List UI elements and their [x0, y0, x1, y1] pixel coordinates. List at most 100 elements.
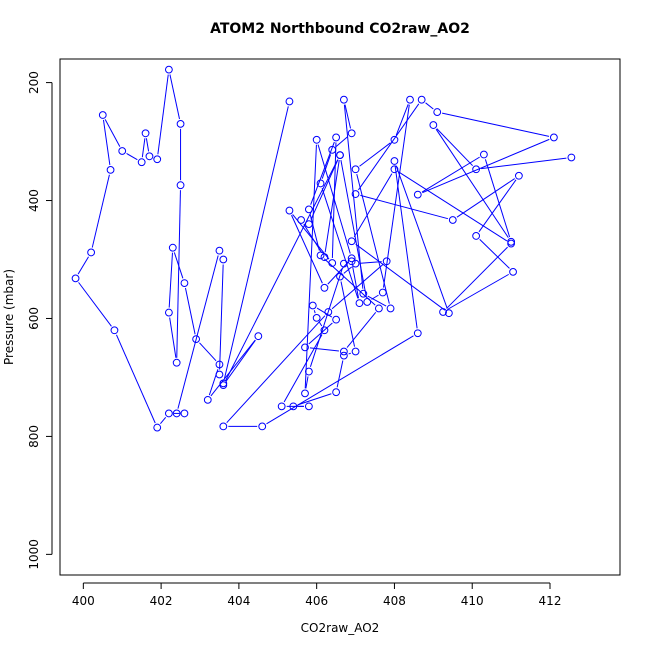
- series-line-segment: [219, 264, 224, 370]
- data-point: [141, 129, 150, 138]
- series-line-segment: [115, 334, 156, 424]
- y-tick-label: 200: [27, 71, 41, 94]
- data-point: [258, 422, 267, 431]
- data-point: [567, 153, 576, 162]
- series-line-segment: [447, 273, 509, 310]
- data-point: [203, 395, 212, 404]
- data-point: [347, 257, 356, 266]
- series-line-segment: [327, 261, 349, 285]
- data-point: [180, 409, 189, 418]
- y-axis: 200 400 600 800 1000: [27, 71, 53, 570]
- data-point: [98, 111, 107, 119]
- series-line-segment: [157, 74, 169, 155]
- data-point: [413, 190, 422, 199]
- data-point: [297, 216, 306, 224]
- data-point: [339, 95, 348, 104]
- series-line-segment: [176, 190, 181, 358]
- data-point: [316, 251, 325, 260]
- data-point: [106, 165, 115, 174]
- series-line-segment: [145, 138, 150, 152]
- series-line-segment: [304, 144, 317, 389]
- data-point: [164, 308, 173, 317]
- data-point: [374, 304, 383, 313]
- series-line-segment: [78, 282, 112, 327]
- series-line-segment: [266, 335, 414, 425]
- series-line-segment: [318, 321, 323, 327]
- data-point: [312, 135, 321, 144]
- series-line-segment: [104, 119, 121, 147]
- data-point: [382, 257, 391, 266]
- data-point: [320, 283, 329, 292]
- y-tick-label: 400: [27, 189, 41, 212]
- data-point: [433, 108, 442, 116]
- data-point: [549, 133, 558, 142]
- data-point: [304, 367, 313, 376]
- series-line-segment: [309, 268, 343, 367]
- data-point: [168, 243, 177, 252]
- series-line-segment: [394, 165, 418, 329]
- data-point: [439, 308, 447, 316]
- data-point: [390, 165, 399, 174]
- series-line-segment: [291, 214, 323, 284]
- x-tick-label: 408: [383, 594, 406, 608]
- data-point: [390, 135, 399, 144]
- x-tick-label: 410: [461, 594, 484, 608]
- data-point: [153, 155, 162, 164]
- series-line-segment: [335, 136, 349, 147]
- data-point: [355, 299, 364, 308]
- data-point: [336, 151, 344, 160]
- series-line-segment: [484, 159, 511, 238]
- data-point: [332, 133, 341, 142]
- data-point: [176, 119, 185, 128]
- series-line-segment: [446, 246, 508, 309]
- series-line-segment: [169, 317, 177, 358]
- data-point: [215, 370, 224, 379]
- series-line-segment: [223, 106, 289, 379]
- data-point: [417, 95, 426, 104]
- data-point: [254, 332, 263, 341]
- data-point: [444, 309, 453, 318]
- data-point: [328, 259, 337, 267]
- data-point: [180, 279, 189, 287]
- series-line-segment: [340, 281, 356, 347]
- data-point: [339, 347, 348, 356]
- series-line-segment: [422, 138, 550, 194]
- series-line-segment: [184, 287, 196, 335]
- series-line-segment: [421, 156, 480, 193]
- series-line-segment: [225, 159, 339, 381]
- data-point: [215, 360, 224, 369]
- data-point: [316, 179, 325, 188]
- series-line-segment: [308, 322, 333, 345]
- data-point: [289, 402, 298, 411]
- series-line-segment: [478, 179, 517, 233]
- data-point: [429, 121, 438, 129]
- series-line-segment: [344, 104, 352, 129]
- series-line-segment: [309, 214, 320, 251]
- data-point: [87, 248, 96, 257]
- data-point: [312, 313, 321, 322]
- series-line-segment: [283, 334, 323, 403]
- data-point: [285, 97, 294, 106]
- data-point: [386, 304, 395, 313]
- data-point: [472, 165, 481, 174]
- data-point: [164, 65, 173, 74]
- data-point: [332, 315, 341, 324]
- data-point: [332, 388, 341, 397]
- series-line-segment: [321, 154, 332, 179]
- data-point: [347, 237, 356, 246]
- series-line-segment: [168, 252, 173, 308]
- data-point: [359, 289, 368, 298]
- series-line-segment: [297, 393, 332, 406]
- data-point: [71, 274, 80, 283]
- y-tick-label: 600: [27, 307, 41, 330]
- data-point: [347, 129, 356, 138]
- data-point: [219, 379, 228, 388]
- series-line-segment: [359, 142, 391, 167]
- data-point: [336, 272, 344, 281]
- data-point: [509, 267, 517, 276]
- series-line-segment: [355, 243, 446, 311]
- chart-title: ATOM2 Northbound CO2raw_AO2: [210, 21, 470, 37]
- data-point: [164, 409, 173, 418]
